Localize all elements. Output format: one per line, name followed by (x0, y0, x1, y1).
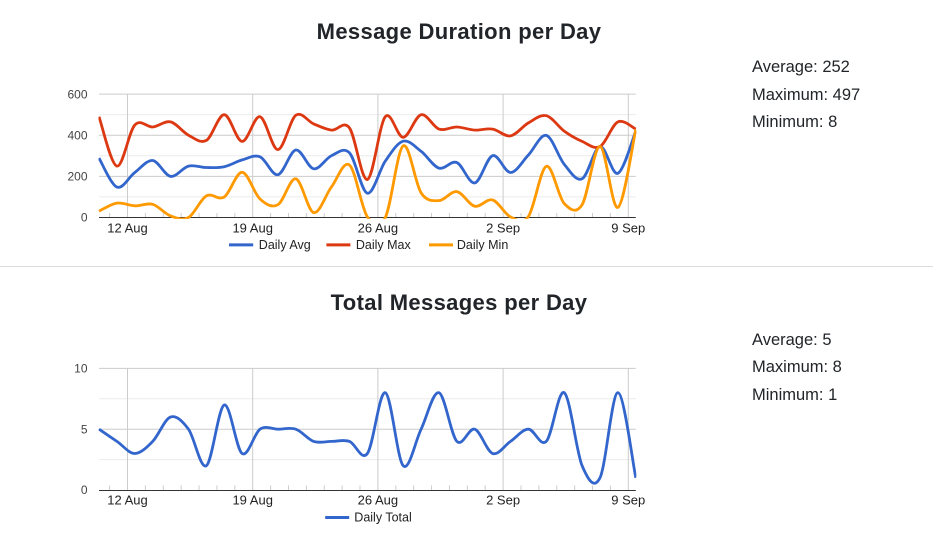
svg-text:Daily Min: Daily Min (457, 238, 508, 252)
svg-text:19 Aug: 19 Aug (232, 221, 273, 236)
svg-text:Daily Total: Daily Total (354, 511, 411, 525)
svg-text:26 Aug: 26 Aug (358, 221, 399, 236)
svg-text:9 Sep: 9 Sep (611, 221, 645, 236)
svg-text:26 Aug: 26 Aug (358, 492, 399, 507)
svg-text:2 Sep: 2 Sep (486, 492, 520, 507)
svg-text:19 Aug: 19 Aug (232, 492, 273, 507)
svg-text:400: 400 (67, 128, 87, 142)
svg-text:0: 0 (81, 211, 88, 225)
svg-text:0: 0 (81, 483, 88, 497)
svg-text:2 Sep: 2 Sep (486, 221, 520, 236)
svg-text:Daily Max: Daily Max (356, 238, 412, 252)
svg-text:12 Aug: 12 Aug (107, 221, 148, 236)
svg-text:5: 5 (81, 422, 88, 436)
svg-text:Daily Avg: Daily Avg (259, 238, 311, 252)
svg-text:200: 200 (67, 170, 87, 184)
svg-text:600: 600 (67, 87, 87, 101)
svg-text:9 Sep: 9 Sep (611, 492, 645, 507)
svg-text:12 Aug: 12 Aug (107, 492, 148, 507)
svg-text:10: 10 (74, 362, 88, 376)
